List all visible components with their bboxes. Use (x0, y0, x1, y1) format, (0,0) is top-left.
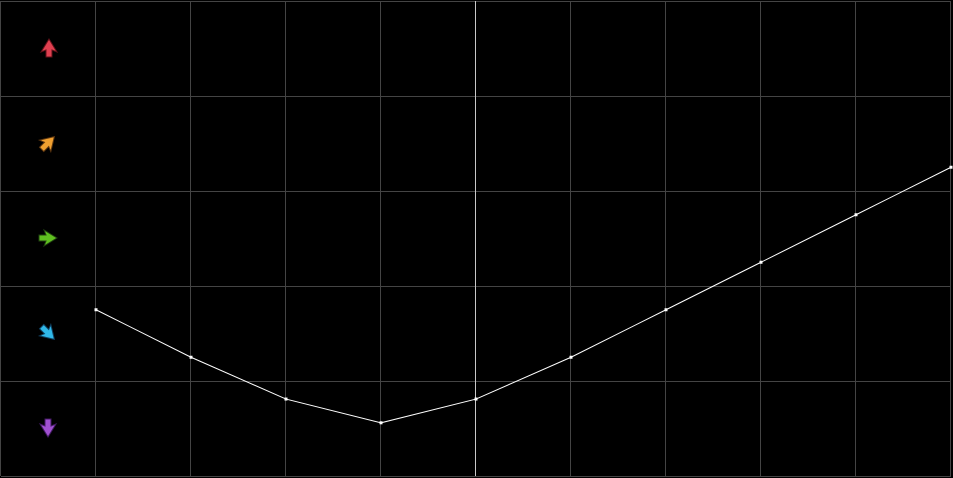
arrow-down-right (37, 322, 56, 341)
direction-icons (37, 38, 59, 438)
data-line (95, 166, 952, 424)
arrow-down (38, 418, 58, 438)
data-point (94, 308, 98, 312)
data-point (569, 355, 573, 359)
data-point (664, 308, 668, 312)
data-point (284, 397, 288, 401)
data-point (949, 165, 953, 169)
data-point (189, 355, 193, 359)
plot (94, 165, 953, 425)
arrow-right (38, 228, 58, 248)
data-point (379, 421, 383, 425)
arrow-up-right (37, 135, 56, 154)
data-point (854, 213, 858, 217)
data-point (474, 397, 478, 401)
arrow-up (39, 38, 59, 58)
data-point (759, 260, 763, 264)
